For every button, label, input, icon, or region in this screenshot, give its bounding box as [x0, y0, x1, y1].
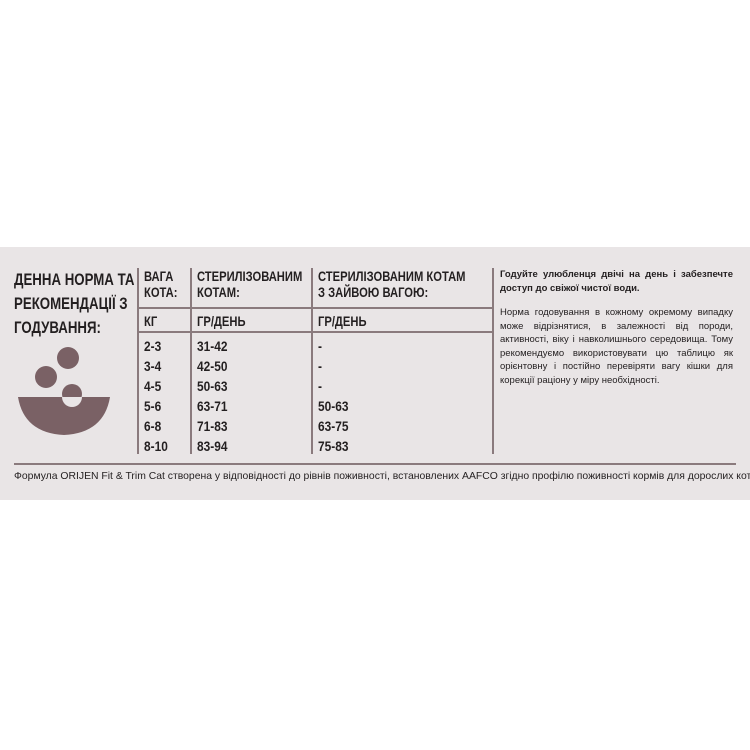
table-cell: 4-5	[144, 378, 162, 394]
unit-g-day: ГР/ДЕНЬ	[197, 313, 246, 329]
table-cell: -	[318, 378, 322, 394]
header-weight: ВАГА КОТА:	[144, 268, 178, 300]
table-cell: 31-42	[197, 338, 228, 354]
table-cell: 50-63	[318, 398, 349, 414]
unit-kg: КГ	[144, 313, 158, 329]
title-line: ДЕННА НОРМА ТА	[14, 270, 135, 289]
table-cell: -	[318, 358, 322, 374]
food-bowl-icon	[18, 347, 110, 435]
table-cell: 6-8	[144, 418, 162, 434]
table-cell: 3-4	[144, 358, 162, 374]
table-cell: 83-94	[197, 438, 228, 454]
table-cell: -	[318, 338, 322, 354]
table-cell: 75-83	[318, 438, 349, 454]
table-cell: 42-50	[197, 358, 228, 374]
table-cell: 2-3	[144, 338, 162, 354]
table-cell: 63-75	[318, 418, 349, 434]
feeding-title: ДЕННА НОРМА ТА РЕКОМЕНДАЦІЇ З ГОДУВАННЯ:	[14, 268, 134, 340]
note-bold: Годуйте улюбленця двічі на день і забезп…	[500, 269, 733, 294]
table-cell: 71-83	[197, 418, 228, 434]
title-line: ГОДУВАННЯ:	[14, 318, 101, 337]
table-cell: 8-10	[144, 438, 168, 454]
table-cell: 50-63	[197, 378, 228, 394]
header-overweight: СТЕРИЛІЗОВАНИМ КОТАМ З ЗАЙВОЮ ВАГОЮ:	[318, 268, 466, 300]
unit-g-day: ГР/ДЕНЬ	[318, 313, 367, 329]
note-body: Норма годовування в кожному окремому вип…	[500, 307, 733, 386]
footer-note: Формула ORIJEN Fit & Trim Cat створена у…	[14, 471, 750, 482]
table-cell: 5-6	[144, 398, 162, 414]
table-cell: 63-71	[197, 398, 228, 414]
title-line: РЕКОМЕНДАЦІЇ З	[14, 294, 128, 313]
header-sterilized: СТЕРИЛІЗОВАНИМ КОТАМ:	[197, 268, 303, 300]
feeding-panel	[0, 247, 750, 500]
